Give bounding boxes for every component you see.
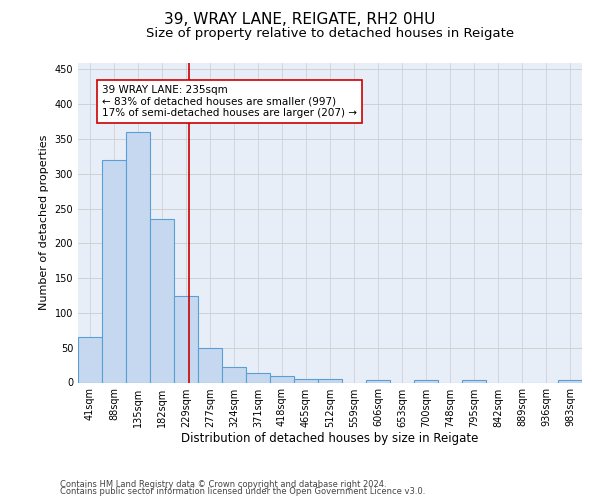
Text: 39, WRAY LANE, REIGATE, RH2 0HU: 39, WRAY LANE, REIGATE, RH2 0HU <box>164 12 436 28</box>
Bar <box>102 160 126 382</box>
Bar <box>462 380 486 382</box>
Bar <box>126 132 150 382</box>
Bar <box>246 373 270 382</box>
Bar <box>294 379 318 382</box>
Bar <box>222 366 246 382</box>
Bar <box>366 380 390 382</box>
Bar <box>174 296 198 382</box>
Bar <box>150 219 174 382</box>
Text: 39 WRAY LANE: 235sqm
← 83% of detached houses are smaller (997)
17% of semi-deta: 39 WRAY LANE: 235sqm ← 83% of detached h… <box>102 85 357 118</box>
Title: Size of property relative to detached houses in Reigate: Size of property relative to detached ho… <box>146 28 514 40</box>
Bar <box>318 379 342 382</box>
Text: Contains HM Land Registry data © Crown copyright and database right 2024.: Contains HM Land Registry data © Crown c… <box>60 480 386 489</box>
Bar <box>78 338 102 382</box>
Bar <box>414 380 438 382</box>
Bar <box>198 348 222 382</box>
X-axis label: Distribution of detached houses by size in Reigate: Distribution of detached houses by size … <box>181 432 479 446</box>
Bar <box>270 376 294 382</box>
Y-axis label: Number of detached properties: Number of detached properties <box>39 135 49 310</box>
Text: Contains public sector information licensed under the Open Government Licence v3: Contains public sector information licen… <box>60 487 425 496</box>
Bar <box>558 380 582 382</box>
